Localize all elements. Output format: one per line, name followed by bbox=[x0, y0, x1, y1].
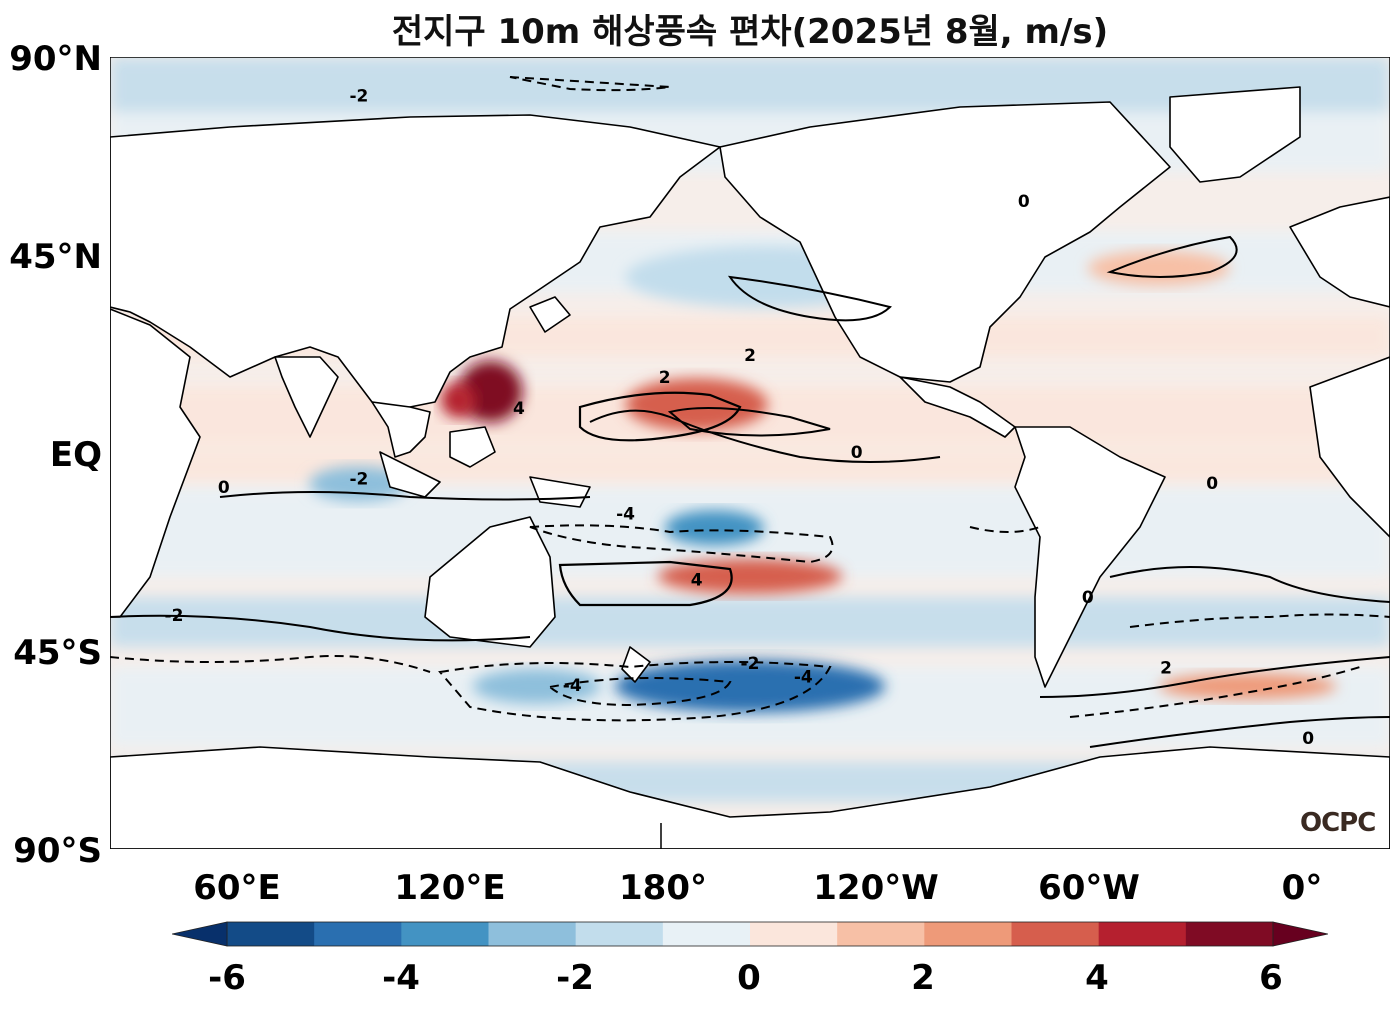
indochina-land bbox=[371, 401, 431, 458]
cbar-label-4: 4 bbox=[1085, 958, 1109, 998]
ocpc-logo: OCPC bbox=[1300, 808, 1376, 838]
anomaly-region-2 bbox=[440, 382, 477, 418]
contour-lines bbox=[110, 76, 1390, 748]
lon-label-60e: 60°E bbox=[193, 868, 281, 908]
india-land bbox=[274, 356, 339, 438]
japan-land bbox=[529, 296, 571, 333]
contour-label-5: 0 bbox=[851, 443, 863, 463]
cbar-label-m4: -4 bbox=[382, 958, 420, 998]
colorbar-cell-4 bbox=[575, 922, 664, 946]
colorbar-cell-2 bbox=[401, 922, 489, 946]
lon-label-120w: 120°W bbox=[813, 868, 939, 908]
contour-label-1: 2 bbox=[659, 368, 671, 388]
lat-label-eq: EQ bbox=[49, 435, 102, 475]
contour-label-8: -4 bbox=[563, 676, 582, 696]
colorbar bbox=[172, 921, 1328, 947]
lat-label-45s: 45°S bbox=[13, 633, 102, 673]
europe-land bbox=[1289, 196, 1390, 308]
lat-label-45n: 45°N bbox=[9, 237, 102, 277]
anomaly-region-3 bbox=[657, 558, 843, 594]
colorbar-cell-5 bbox=[662, 922, 751, 946]
lon-label-120e: 120°E bbox=[394, 868, 506, 908]
colorbar-cell-7 bbox=[837, 922, 925, 946]
contour-label-9: -2 bbox=[741, 654, 760, 674]
anomaly-region-10 bbox=[1087, 250, 1230, 286]
lat-label-90s: 90°S bbox=[13, 831, 102, 871]
colorbar-cell-3 bbox=[488, 922, 577, 946]
contour-label-13: -2 bbox=[349, 469, 368, 489]
anomaly-region-8 bbox=[1158, 673, 1337, 700]
north-america-land bbox=[719, 101, 1171, 383]
contour-label-layer: -2 2 4 4 2 0 -4 -4 -4 -2 2 0 0 -2 0 0 0 -2 bbox=[165, 87, 1315, 749]
anomaly-region-0 bbox=[625, 378, 768, 431]
central-america-land bbox=[899, 376, 1016, 438]
contour-label-17: -2 bbox=[165, 606, 184, 626]
colorbar-under-arrow bbox=[172, 921, 228, 947]
contour-label-0: -2 bbox=[349, 87, 368, 107]
contour-label-11: 0 bbox=[1082, 588, 1094, 608]
greenland-land bbox=[1169, 86, 1301, 183]
colorbar-cell-0 bbox=[227, 922, 315, 946]
contour-label-15: 0 bbox=[1302, 729, 1314, 749]
south-america-land bbox=[1014, 426, 1166, 688]
cbar-label-2: 2 bbox=[911, 958, 935, 998]
colorbar-cell-8 bbox=[924, 922, 1012, 946]
borneo-land bbox=[449, 426, 496, 468]
colorbar-cell-11 bbox=[1185, 922, 1274, 946]
contour-label-3: 4 bbox=[513, 399, 525, 419]
contour-label-2: 4 bbox=[691, 571, 703, 591]
anomaly-region-4 bbox=[664, 510, 765, 546]
lon-label-60w: 60°W bbox=[1038, 868, 1140, 908]
anomaly-map: -2 2 4 4 2 0 -4 -4 -4 -2 2 0 0 -2 0 0 0 -2 bbox=[110, 57, 1390, 849]
cbar-label-6: 6 bbox=[1259, 958, 1283, 998]
cbar-label-0: 0 bbox=[737, 958, 761, 998]
contour-label-10: 2 bbox=[1160, 659, 1172, 679]
cbar-label-m6: -6 bbox=[208, 958, 246, 998]
colorbar-cell-10 bbox=[1098, 922, 1187, 946]
colorbar-over-arrow bbox=[1272, 921, 1328, 947]
lat-label-90n: 90°N bbox=[9, 39, 102, 79]
land-masses bbox=[110, 86, 1390, 849]
indonesia-land bbox=[379, 451, 441, 498]
colorbar-cell-1 bbox=[314, 922, 402, 946]
contour-label-12: 0 bbox=[218, 478, 230, 498]
africa-east-land bbox=[1309, 356, 1390, 538]
contour-label-14: 0 bbox=[1018, 192, 1030, 212]
contour-label-16: 0 bbox=[1206, 474, 1218, 494]
eurasia-land bbox=[110, 114, 721, 410]
map-title: 전지구 10m 해상풍속 편차(2025년 8월, m/s) bbox=[391, 12, 1109, 52]
cbar-label-m2: -2 bbox=[556, 958, 594, 998]
australia-land bbox=[424, 516, 556, 648]
lon-label-0: 0° bbox=[1281, 868, 1323, 908]
contour-label-7: -4 bbox=[794, 667, 813, 687]
anomaly-region-6 bbox=[472, 668, 601, 704]
antarctica-land bbox=[110, 746, 1390, 849]
anomaly-region-5 bbox=[614, 659, 886, 713]
contour-label-4: 2 bbox=[744, 346, 756, 366]
lon-label-180: 180° bbox=[619, 868, 707, 908]
newzealand-land bbox=[621, 646, 651, 683]
contour-label-6: -4 bbox=[616, 505, 635, 525]
colorbar-cell-9 bbox=[1011, 922, 1100, 946]
colorbar-cell-6 bbox=[750, 922, 838, 946]
